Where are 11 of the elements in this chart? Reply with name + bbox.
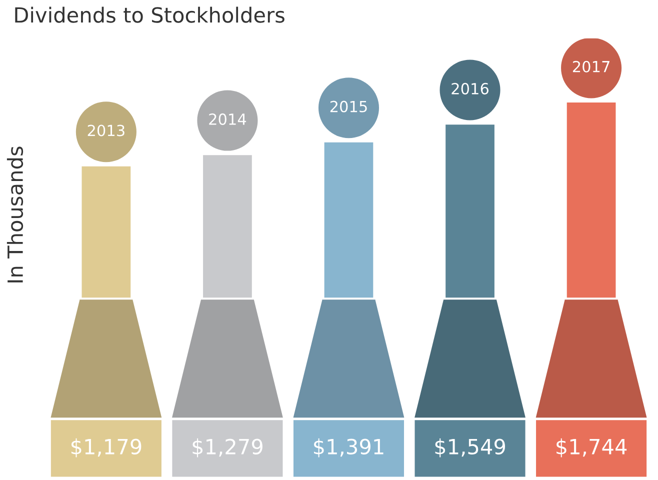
- x-tick-label: 2014: [209, 113, 246, 125]
- y-axis-title: In Thousands: [6, 146, 24, 282]
- data-label: $1,744: [556, 438, 627, 458]
- x-tick-label: 2015: [330, 100, 367, 112]
- data-label: $1,549: [435, 438, 505, 458]
- chart-title: Dividends to Stockholders: [15, 6, 284, 23]
- x-tick-label: 2013: [88, 124, 124, 136]
- data-label: $1,179: [71, 438, 142, 458]
- x-tick-label: 2017: [572, 60, 610, 72]
- data-label: $1,391: [314, 438, 384, 458]
- x-tick-label: 2016: [452, 82, 488, 94]
